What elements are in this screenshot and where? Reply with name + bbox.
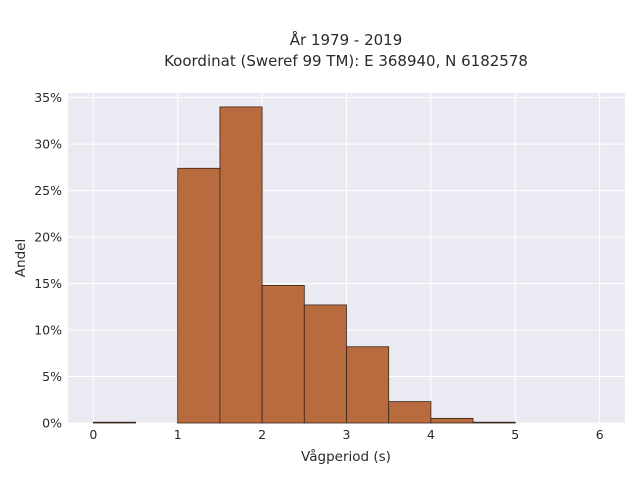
x-tick-label: 0	[89, 427, 97, 442]
histogram-bar	[346, 346, 390, 424]
chart-title-line-1: År 1979 - 2019	[290, 30, 403, 49]
histogram-bar	[261, 285, 305, 424]
histogram-bar	[219, 106, 263, 424]
x-tick-label: 4	[427, 427, 435, 442]
histogram-bar	[388, 401, 432, 424]
histogram-bar	[472, 421, 516, 424]
y-tick-labels: 0% 5% 10% 15% 20% 25% 30% 35%	[34, 90, 62, 430]
histogram-bar	[92, 421, 136, 424]
chart-title-line-2: Koordinat (Sweref 99 TM): E 368940, N 61…	[164, 52, 528, 70]
histogram-bars	[92, 106, 516, 424]
y-tick-label: 20%	[34, 230, 62, 245]
y-tick-label: 5%	[42, 369, 62, 384]
x-axis-label: Vågperiod (s)	[301, 448, 391, 465]
x-tick-label: 5	[511, 427, 519, 442]
y-tick-label: 25%	[34, 183, 62, 198]
y-tick-label: 35%	[34, 90, 62, 105]
y-tick-label: 15%	[34, 276, 62, 291]
histogram-bar	[177, 167, 221, 424]
y-tick-label: 30%	[34, 137, 62, 152]
y-tick-label: 0%	[42, 416, 62, 431]
y-axis-label: Andel	[13, 239, 29, 277]
x-tick-label: 1	[174, 427, 182, 442]
histogram-bar	[430, 417, 474, 424]
x-tick-labels: 0 1 2 3 4 5 6	[89, 427, 603, 442]
x-tick-label: 3	[343, 427, 351, 442]
x-tick-label: 6	[596, 427, 604, 442]
histogram-bar	[303, 304, 347, 424]
x-tick-label: 2	[258, 427, 266, 442]
y-tick-label: 10%	[34, 323, 62, 338]
